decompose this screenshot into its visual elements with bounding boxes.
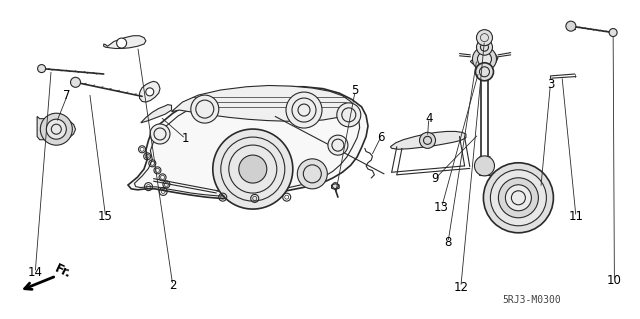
Circle shape <box>499 178 538 218</box>
Text: 2: 2 <box>169 279 177 292</box>
Circle shape <box>609 28 617 37</box>
Polygon shape <box>172 85 355 121</box>
Circle shape <box>70 77 81 87</box>
Text: 14: 14 <box>28 266 43 279</box>
Text: Fr.: Fr. <box>52 262 73 281</box>
Circle shape <box>146 88 154 96</box>
Circle shape <box>420 132 436 148</box>
Circle shape <box>506 185 531 211</box>
Circle shape <box>477 52 492 66</box>
Circle shape <box>191 95 219 123</box>
Text: 11: 11 <box>568 211 584 223</box>
Polygon shape <box>37 116 76 140</box>
Circle shape <box>286 92 322 128</box>
Text: 13: 13 <box>434 201 449 214</box>
Circle shape <box>474 156 495 176</box>
Text: 12: 12 <box>453 281 468 293</box>
Circle shape <box>150 124 170 144</box>
Circle shape <box>476 63 493 81</box>
Circle shape <box>476 30 493 46</box>
Circle shape <box>476 39 493 55</box>
Text: 4: 4 <box>425 112 433 124</box>
Circle shape <box>38 64 45 73</box>
Polygon shape <box>332 184 339 189</box>
Text: 9: 9 <box>431 172 439 185</box>
Polygon shape <box>104 36 146 48</box>
Circle shape <box>40 113 72 145</box>
Polygon shape <box>390 131 466 149</box>
Polygon shape <box>140 81 160 102</box>
Text: 6: 6 <box>377 131 385 144</box>
Text: 8: 8 <box>444 236 452 249</box>
Polygon shape <box>141 105 172 123</box>
Circle shape <box>212 129 293 209</box>
Text: 5RJ3-M0300: 5RJ3-M0300 <box>502 295 561 305</box>
Circle shape <box>472 47 497 71</box>
Circle shape <box>239 155 267 183</box>
Circle shape <box>566 21 576 31</box>
Polygon shape <box>479 34 490 41</box>
Text: 5: 5 <box>351 85 359 97</box>
Circle shape <box>298 159 327 189</box>
Polygon shape <box>470 51 498 67</box>
Text: 10: 10 <box>607 274 622 287</box>
Circle shape <box>46 119 67 139</box>
Circle shape <box>483 163 554 233</box>
Circle shape <box>328 135 348 155</box>
Circle shape <box>490 170 547 226</box>
Text: 3: 3 <box>547 78 554 91</box>
Polygon shape <box>128 87 368 198</box>
Circle shape <box>116 38 127 48</box>
Text: 15: 15 <box>98 211 113 223</box>
Circle shape <box>337 103 361 127</box>
Text: 7: 7 <box>63 89 71 102</box>
Text: 1: 1 <box>182 132 189 145</box>
